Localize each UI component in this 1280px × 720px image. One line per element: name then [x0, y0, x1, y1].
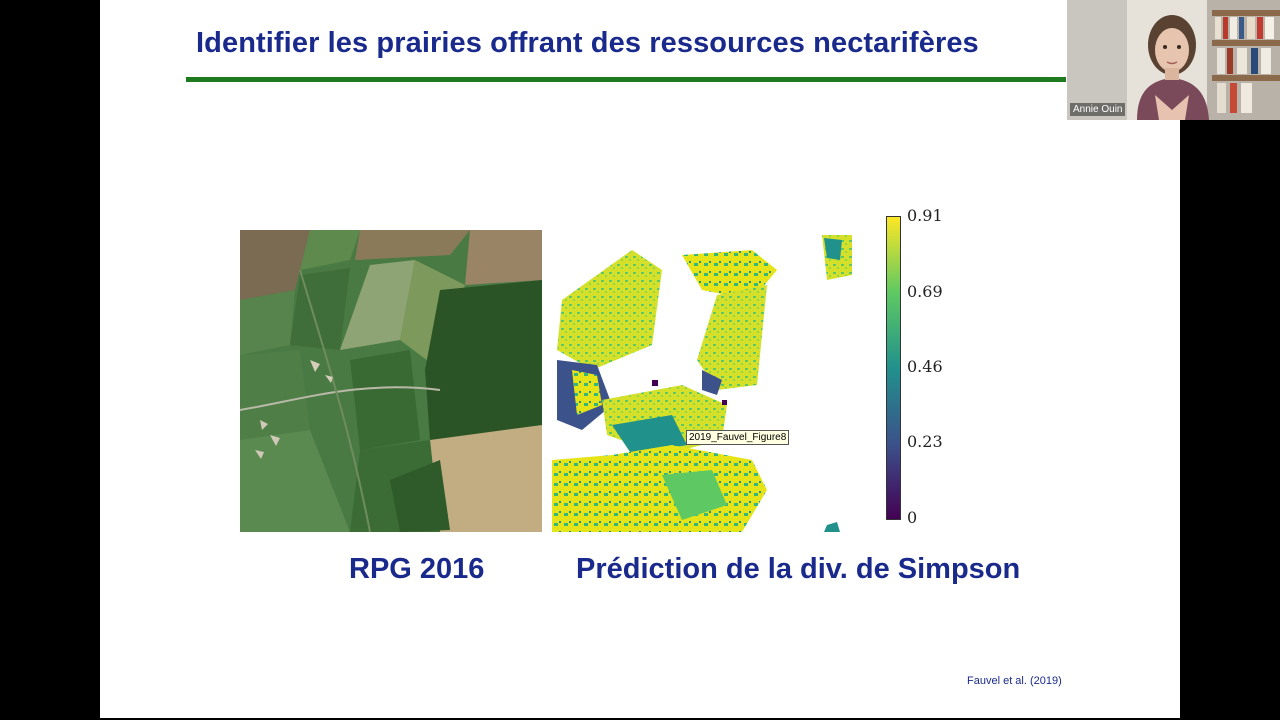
presentation-slide: Identifier les prairies offrant des ress…: [100, 0, 1180, 718]
colorbar-tick: 0.46: [907, 357, 943, 376]
participant-name: Annie Ouin: [1070, 103, 1126, 116]
prediction-map-illustration: [552, 235, 852, 532]
colorbar-tick: 0.23: [907, 432, 943, 451]
colorbar-tick: 0: [907, 508, 918, 527]
title-underline: [186, 77, 1066, 82]
slide-title: Identifier les prairies offrant des ress…: [196, 27, 979, 59]
citation: Fauvel et al. (2019): [967, 675, 1062, 687]
colorbar-tick: 0.91: [907, 206, 943, 225]
aerial-image: [240, 230, 542, 532]
caption-simpson: Prédiction de la div. de Simpson: [576, 553, 1021, 585]
colorbar-tick: 0.69: [907, 282, 943, 301]
simpson-prediction-map: [552, 230, 852, 532]
participant-video-feed: [1067, 0, 1280, 120]
image-tooltip: 2019_Fauvel_Figure8: [686, 430, 790, 445]
participant-video[interactable]: Annie Ouin: [1067, 0, 1280, 120]
caption-rpg: RPG 2016: [349, 553, 485, 585]
aerial-photo-illustration: [240, 230, 542, 532]
colorbar: [886, 216, 901, 520]
